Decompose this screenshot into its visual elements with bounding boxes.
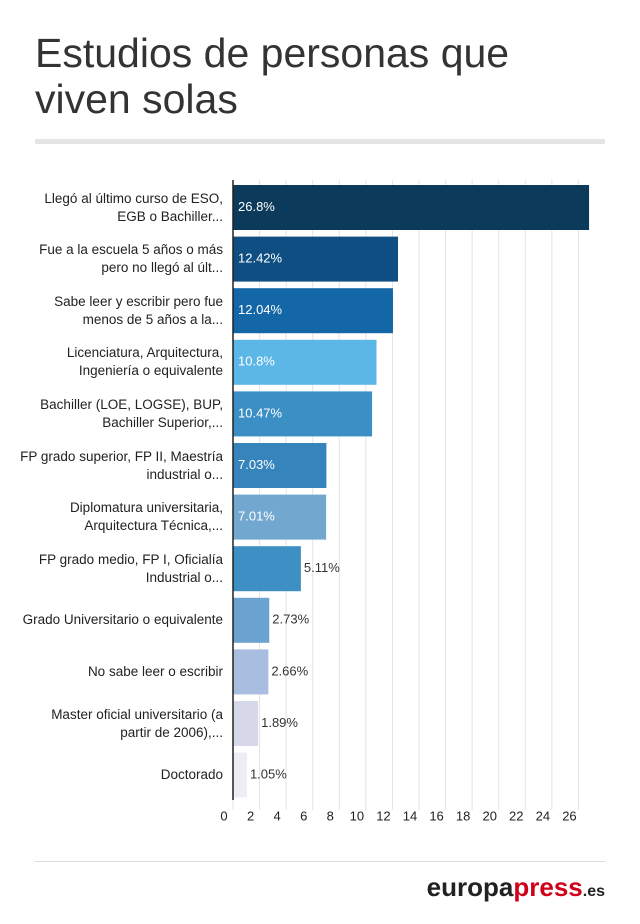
x-tick-label: 16 bbox=[429, 808, 443, 823]
category-label: Licenciatura, Arquitectura, Ingeniería o… bbox=[66, 345, 223, 379]
category-label: Grado Universitario o equivalente bbox=[22, 612, 223, 628]
value-label: 1.89% bbox=[261, 715, 298, 730]
value-label: 26.8% bbox=[238, 199, 275, 214]
bar bbox=[233, 701, 259, 746]
footer-rule bbox=[35, 861, 605, 862]
logo: europapress.es bbox=[427, 872, 605, 903]
x-tick-label: 2 bbox=[247, 808, 254, 823]
value-label: 7.03% bbox=[238, 457, 275, 472]
bar bbox=[233, 649, 269, 695]
x-tick-label: 10 bbox=[350, 808, 364, 823]
value-label: 1.05% bbox=[250, 767, 287, 782]
bar bbox=[233, 752, 247, 798]
x-tick-label: 8 bbox=[327, 808, 334, 823]
category-label: Master oficial universitario (a partir d… bbox=[51, 706, 223, 740]
bar bbox=[233, 597, 270, 643]
category-label: Llegó al último curso de ESO, EGB o Bach… bbox=[44, 190, 223, 224]
x-tick-label: 24 bbox=[536, 808, 550, 823]
logo-part: europa bbox=[426, 872, 514, 902]
x-tick-label: 0 bbox=[220, 808, 227, 823]
x-tick-label: 26 bbox=[562, 808, 576, 823]
value-label: 12.04% bbox=[238, 302, 283, 317]
value-label: 2.73% bbox=[272, 612, 309, 627]
x-tick-label: 22 bbox=[509, 808, 523, 823]
bar bbox=[233, 546, 301, 592]
value-label: 12.42% bbox=[238, 251, 283, 266]
category-label: FP grado medio, FP I, Oficialía Industri… bbox=[38, 551, 223, 585]
value-label: 5.11% bbox=[304, 560, 340, 575]
bar bbox=[233, 443, 327, 488]
category-label: No sabe leer o escribir bbox=[87, 663, 223, 679]
logo-part: press bbox=[513, 872, 583, 902]
category-label: Diplomatura universitaria, Arquitectura … bbox=[69, 500, 223, 534]
bar bbox=[233, 391, 373, 437]
value-label: 10.8% bbox=[238, 354, 275, 369]
x-tick-label: 18 bbox=[456, 808, 470, 823]
x-tick-label: 12 bbox=[376, 808, 390, 823]
category-label: Doctorado bbox=[160, 767, 223, 783]
category-label: FP grado superior, FP II, Maestría indus… bbox=[20, 448, 223, 482]
category-label: Sabe leer y escribir pero fue menos de 5… bbox=[54, 293, 223, 327]
x-tick-label: 20 bbox=[482, 808, 496, 823]
bar bbox=[233, 185, 590, 230]
x-tick-label: 14 bbox=[403, 808, 417, 823]
bar bbox=[233, 494, 327, 540]
logo-part: .es bbox=[582, 883, 605, 900]
bar bbox=[233, 236, 399, 282]
value-label: 2.66% bbox=[271, 663, 308, 678]
bar bbox=[233, 339, 377, 385]
chart-title: Estudios de personas que viven solas bbox=[35, 30, 510, 122]
title-rule bbox=[35, 139, 605, 144]
x-tick-label: 4 bbox=[274, 808, 281, 823]
category-label: Bachiller (LOE, LOGSE), BUP, Bachiller S… bbox=[40, 396, 223, 430]
category-label: Fue a la escuela 5 años o más pero no ll… bbox=[39, 242, 223, 276]
x-tick-label: 6 bbox=[300, 808, 307, 823]
value-label: 10.47% bbox=[238, 405, 283, 420]
value-label: 7.01% bbox=[238, 509, 275, 524]
bar bbox=[233, 288, 393, 334]
